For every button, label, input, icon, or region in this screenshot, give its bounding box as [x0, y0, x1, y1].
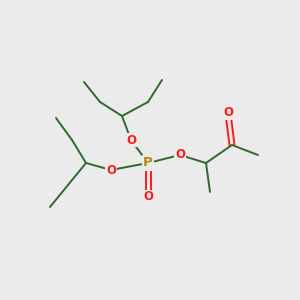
Text: O: O — [175, 148, 185, 161]
Text: O: O — [106, 164, 116, 176]
Text: P: P — [143, 157, 153, 169]
Text: O: O — [126, 134, 136, 146]
Text: O: O — [223, 106, 233, 119]
Text: O: O — [143, 190, 153, 203]
